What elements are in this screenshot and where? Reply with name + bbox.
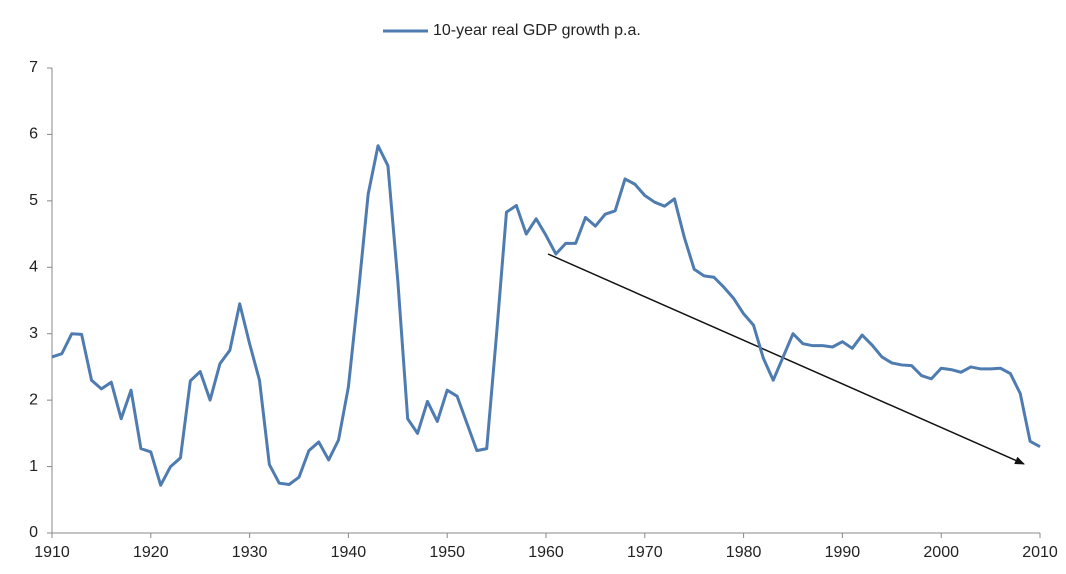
x-tick-label: 1970 xyxy=(627,544,663,561)
x-tick-label: 1930 xyxy=(232,544,268,561)
y-tick-label: 5 xyxy=(29,192,38,209)
x-tick-label: 2010 xyxy=(1022,544,1058,561)
x-tick-label: 1920 xyxy=(133,544,169,561)
legend-label: 10-year real GDP growth p.a. xyxy=(433,22,641,39)
y-tick-label: 4 xyxy=(29,259,38,276)
y-tick-label: 2 xyxy=(29,391,38,408)
y-tick-label: 7 xyxy=(29,59,38,76)
x-tick-label: 1990 xyxy=(825,544,861,561)
x-tick-label: 2000 xyxy=(923,544,959,561)
x-tick-label: 1960 xyxy=(528,544,564,561)
x-tick-label: 1950 xyxy=(429,544,465,561)
x-tick-label: 1940 xyxy=(331,544,367,561)
y-tick-label: 6 xyxy=(29,126,38,143)
x-tick-label: 1910 xyxy=(34,544,70,561)
y-tick-label: 1 xyxy=(29,458,38,475)
y-tick-label: 0 xyxy=(29,524,38,541)
x-tick-label: 1980 xyxy=(726,544,762,561)
trend-arrow xyxy=(547,253,1025,465)
data-line xyxy=(51,144,1041,487)
y-tick-label: 3 xyxy=(29,325,38,342)
